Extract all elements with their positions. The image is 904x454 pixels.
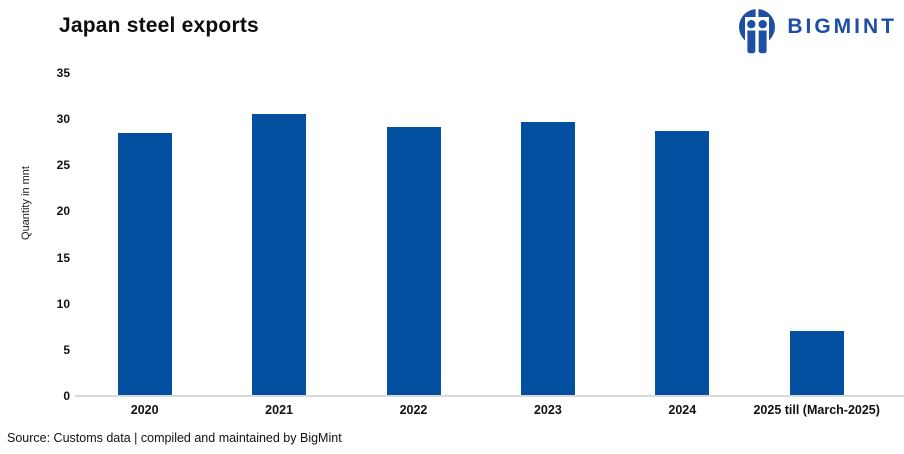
bar-2025 till (March-2025) xyxy=(789,331,844,396)
y-tick-label: 5 xyxy=(63,342,70,357)
y-tick-label: 25 xyxy=(56,158,70,173)
y-axis-title: Quantity in mnt xyxy=(20,166,32,240)
bar-2020 xyxy=(117,132,172,396)
bar-2024 xyxy=(655,131,710,396)
y-tick-label: 0 xyxy=(63,389,70,403)
x-tick-label: 2024 xyxy=(668,403,697,417)
chart-title: Japan steel exports xyxy=(59,14,259,37)
x-tick-label: 2023 xyxy=(533,403,562,417)
bar-2021 xyxy=(252,113,307,396)
bigmint-logo-icon xyxy=(737,8,777,60)
x-tick-label: 2025 till (March-2025) xyxy=(753,403,880,417)
y-tick-label: 15 xyxy=(56,250,70,265)
x-axis-line xyxy=(75,395,904,397)
y-tick-label: 20 xyxy=(56,204,70,219)
x-tick-label: 2020 xyxy=(130,403,159,417)
source-note: Source: Customs data | compiled and main… xyxy=(7,431,342,445)
x-tick-label: 2021 xyxy=(265,403,293,417)
bigmint-logo-text: BIGMINT xyxy=(787,15,897,38)
y-tick-label: 10 xyxy=(56,296,70,311)
x-tick-label: 2022 xyxy=(399,403,428,417)
bar-2022 xyxy=(386,126,441,396)
bigmint-logo: BIGMINT xyxy=(737,8,897,60)
y-tick-label: 35 xyxy=(56,66,70,80)
bar-2023 xyxy=(520,121,575,396)
y-tick-label: 30 xyxy=(56,112,70,127)
